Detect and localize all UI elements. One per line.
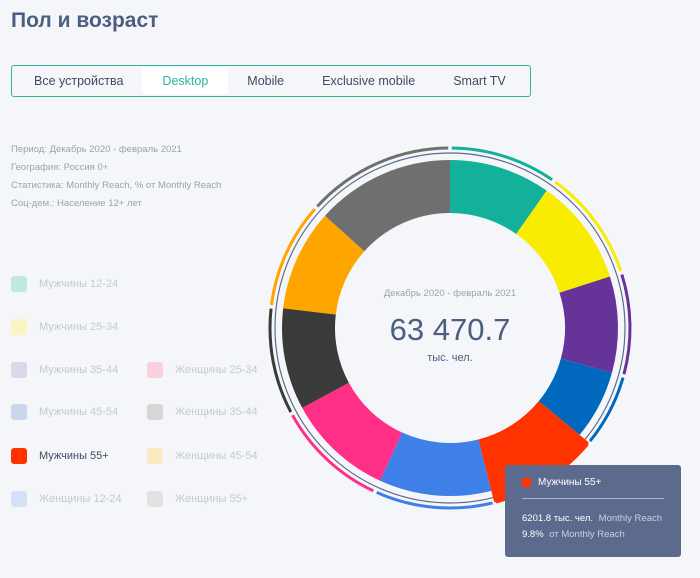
legend-swatch [11, 448, 27, 464]
donut-segment[interactable] [516, 190, 610, 293]
geo-text: География: Россия 0+ [11, 162, 109, 173]
tab-mobile[interactable]: Mobile [247, 74, 285, 88]
stat-text: Статистика: Monthly Reach, % от Monthly … [11, 180, 222, 191]
tooltip-value-row: 6201.8 тыс. чел. Monthly Reach [522, 511, 664, 527]
tooltip-share-row: 9.8% от Monthly Reach [522, 527, 664, 543]
center-value: 63 470.7 [390, 312, 511, 347]
outer-accent-arc [451, 146, 554, 182]
legend-item[interactable]: Мужчины 35-44 [11, 362, 118, 378]
page-title: Пол и возраст [11, 9, 159, 32]
legend-swatch [147, 448, 163, 464]
legend-label: Мужчины 25-34 [39, 321, 119, 333]
tooltip-share: 9.8% [522, 529, 544, 540]
legend-item[interactable]: Женщины 35-44 [147, 404, 258, 420]
outer-accent-arc [268, 308, 293, 413]
outer-accent-arc [376, 491, 493, 510]
outer-rings [268, 146, 632, 510]
tab-all-devices[interactable]: Все устройства [34, 74, 124, 88]
donut-segment[interactable] [283, 215, 365, 315]
outer-accent-arc [291, 414, 375, 493]
donut-segment[interactable] [559, 276, 618, 373]
center-period: Декабрь 2020 - февраль 2021 [384, 288, 516, 299]
tab-smart-tv[interactable]: Smart TV [453, 74, 506, 88]
tooltip-title: Мужчины 55+ [538, 477, 602, 488]
tooltip-divider [522, 498, 664, 499]
legend-item[interactable]: Женщины 25-34 [147, 362, 258, 378]
outer-accent-arc [554, 180, 623, 272]
legend-swatch [11, 276, 27, 292]
legend-swatch [11, 404, 27, 420]
legend-label: Мужчины 12-24 [39, 278, 119, 290]
outer-accent-arc [588, 377, 625, 443]
legend-swatch [11, 362, 27, 378]
donut-segment[interactable] [302, 382, 403, 481]
legend-label: Мужчины 45-54 [39, 406, 119, 418]
legend-swatch [147, 362, 163, 378]
legend-item[interactable]: Женщины 45-54 [147, 448, 258, 464]
tooltip-share-label: от Monthly Reach [549, 529, 625, 540]
legend-label: Женщины 45-54 [175, 450, 258, 462]
legend-swatch [147, 404, 163, 420]
center-unit: тыс. чел. [427, 352, 473, 364]
legend-label: Мужчины 35-44 [39, 364, 119, 376]
outer-accent-arc [620, 274, 632, 375]
legend-item[interactable]: Женщины 55+ [147, 491, 248, 507]
legend-label: Женщины 25-34 [175, 364, 258, 376]
period-text: Период: Декабрь 2020 - февраль 2021 [11, 144, 182, 155]
legend-item[interactable]: Мужчины 12-24 [11, 276, 118, 292]
segment-tooltip: Мужчины 55+ 6201.8 тыс. чел. Monthly Rea… [505, 465, 681, 557]
donut-segment[interactable] [324, 160, 450, 252]
inner-thin-ring [274, 152, 626, 504]
tab-exclusive-mobile[interactable]: Exclusive mobile [322, 74, 416, 88]
legend-label: Женщины 55+ [175, 493, 249, 505]
tooltip-swatch [522, 478, 531, 487]
tooltip-value: 6201.8 тыс. чел. [522, 513, 594, 524]
legend-item[interactable]: Мужчины 55+ [11, 448, 109, 464]
legend-label: Женщины 12-24 [39, 493, 122, 505]
legend-swatch [147, 491, 163, 507]
socdem-text: Соц-дем.: Население 12+ лет [11, 198, 142, 209]
legend-item[interactable]: Женщины 12-24 [11, 491, 122, 507]
legend-item[interactable]: Мужчины 45-54 [11, 404, 118, 420]
outer-accent-arc [316, 146, 449, 208]
donut-segment[interactable] [450, 160, 547, 234]
legend-swatch [11, 319, 27, 335]
donut-segments [281, 160, 618, 503]
tooltip-value-label: Monthly Reach [598, 513, 663, 524]
donut-segment[interactable] [538, 358, 612, 435]
legend-swatch [11, 491, 27, 507]
legend-label: Мужчины 55+ [39, 450, 109, 462]
filters-info: Период: Декабрь 2020 - февраль 2021 Геог… [11, 141, 221, 213]
donut-segment[interactable] [281, 308, 349, 408]
tab-desktop[interactable]: Desktop [142, 68, 229, 94]
device-tabs: Все устройства Desktop Mobile Exclusive … [11, 65, 531, 97]
outer-accent-arc [269, 208, 316, 306]
donut-segment[interactable] [380, 432, 492, 497]
legend-item[interactable]: Мужчины 25-34 [11, 319, 118, 335]
legend-label: Женщины 35-44 [175, 406, 258, 418]
